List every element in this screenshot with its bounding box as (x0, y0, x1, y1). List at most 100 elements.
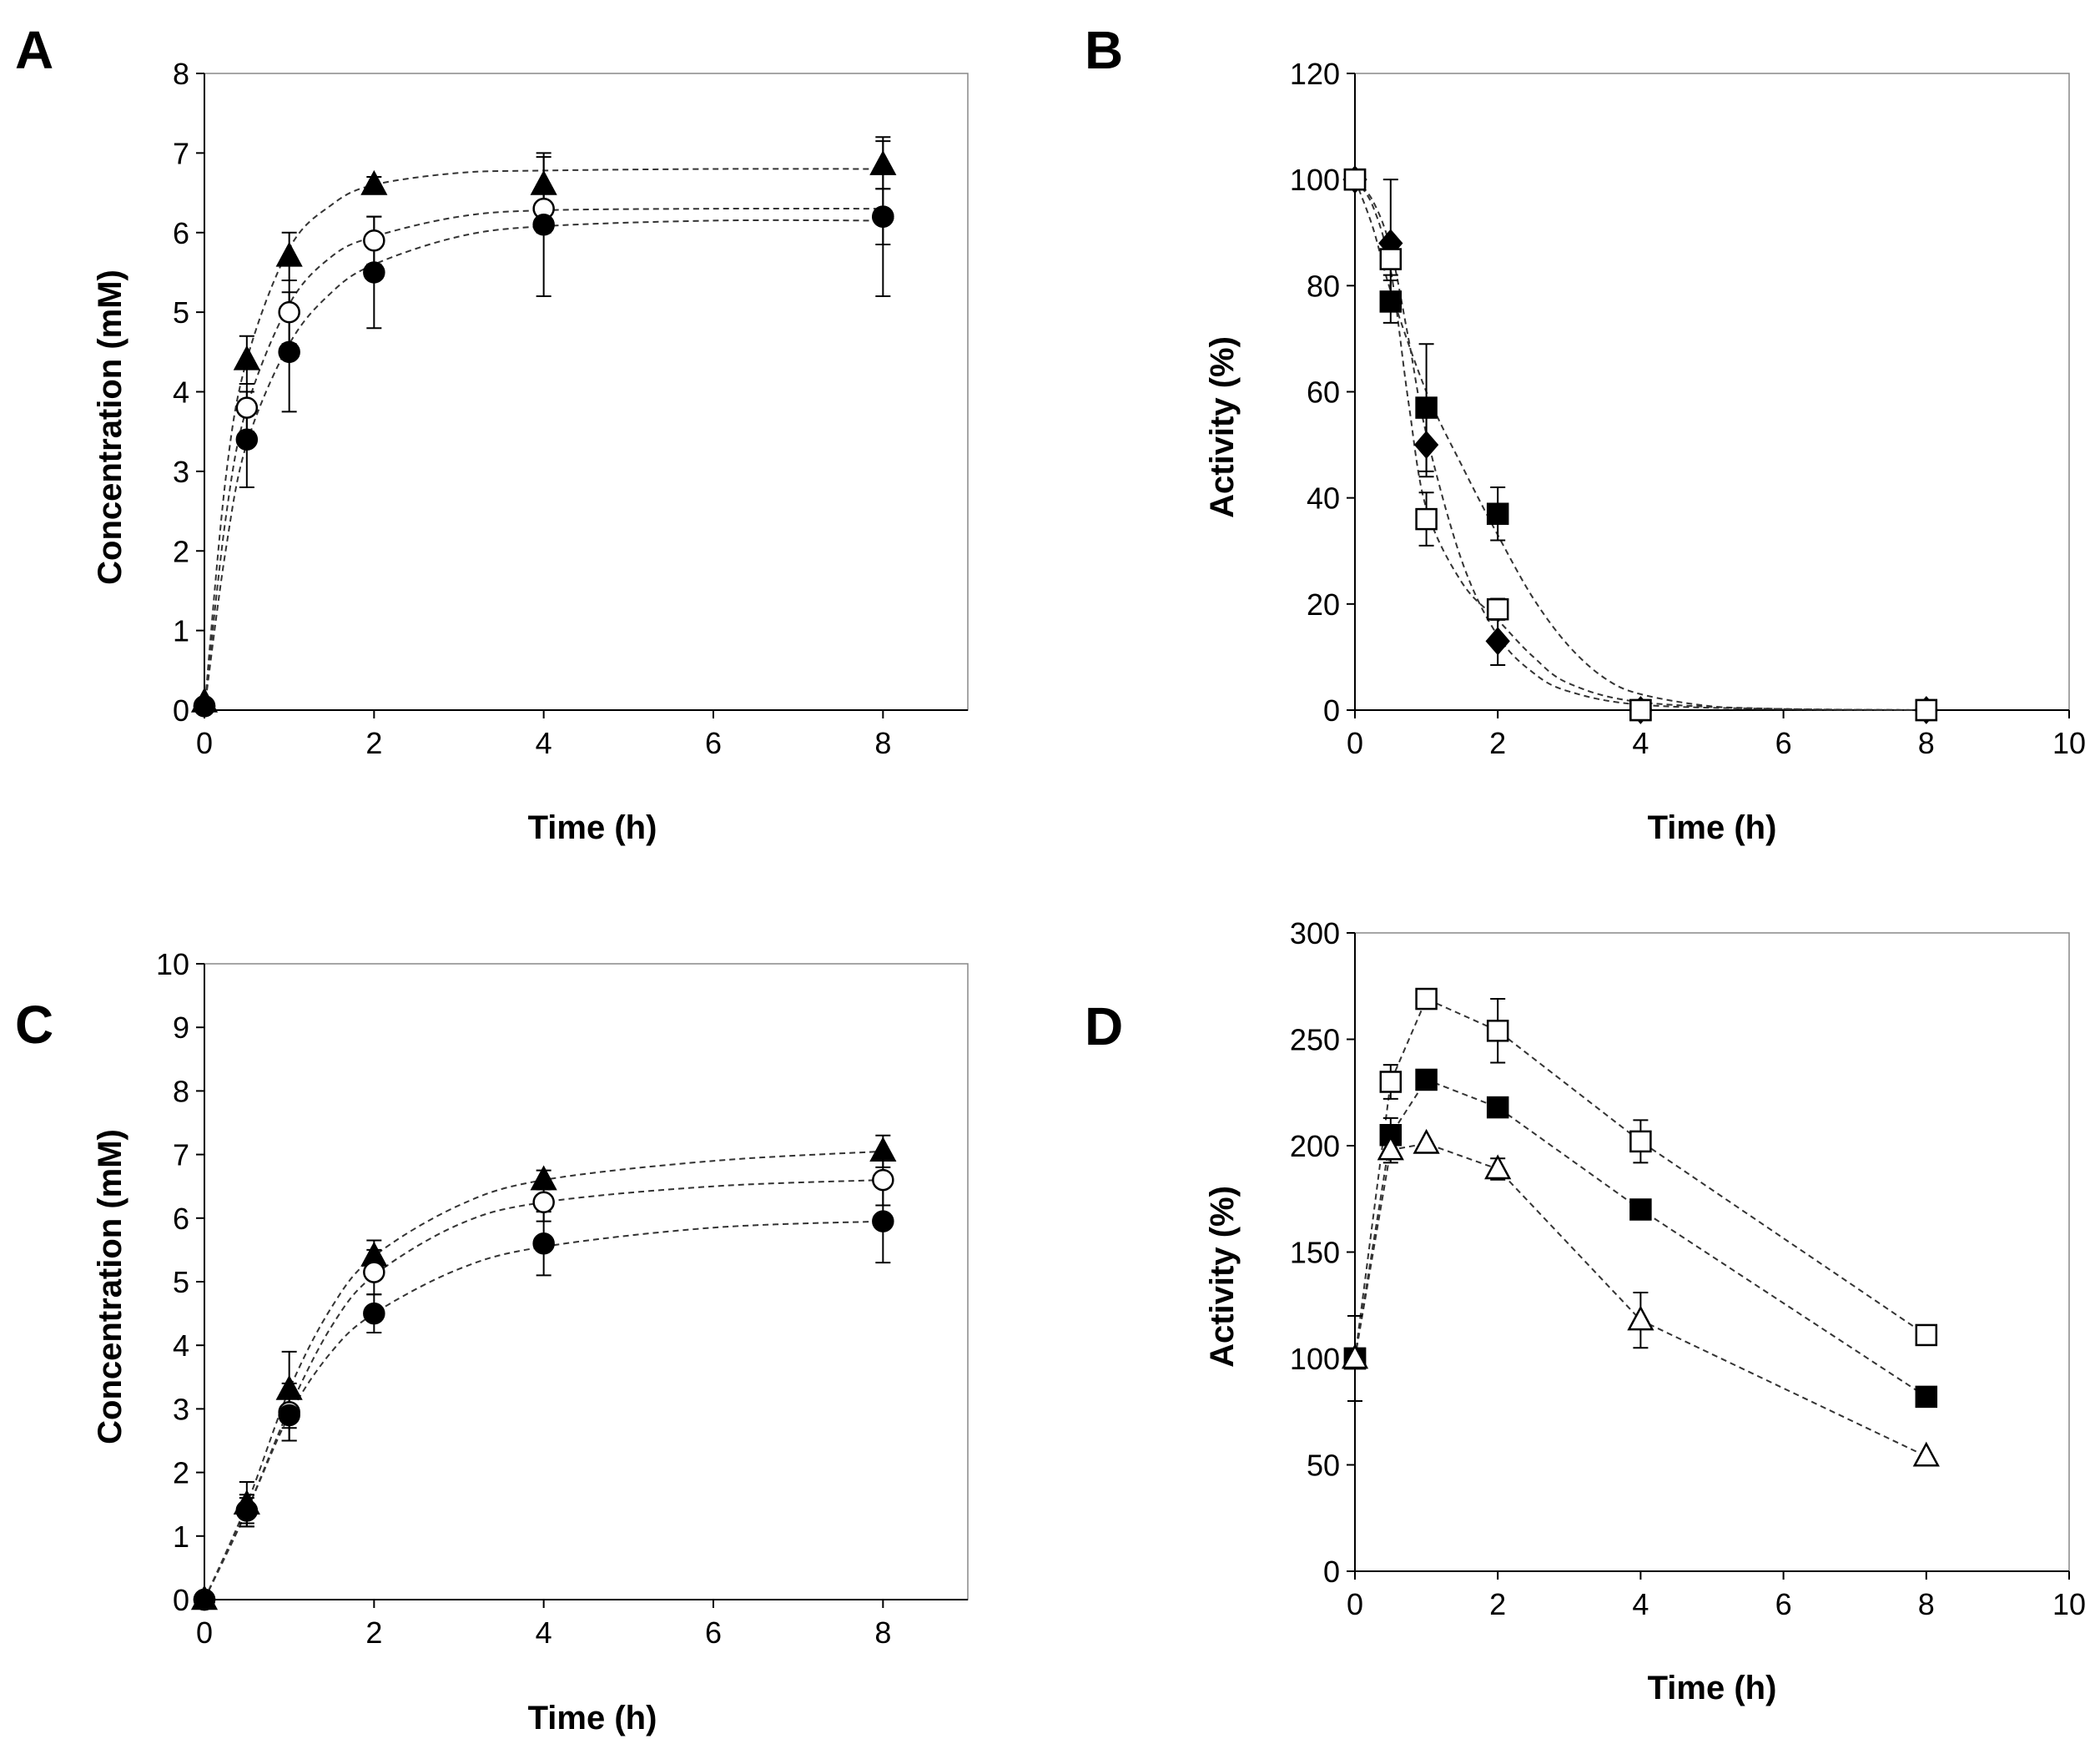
panel-c-filled-triangle-point (275, 1374, 303, 1400)
panel-a-filled-triangle-point (869, 150, 897, 175)
panel-d-y-axis-label: Activity (%) (1204, 1186, 1241, 1368)
panel-d-open-square-point (1915, 1323, 1938, 1347)
panel-c-filled-circle-point (235, 1499, 259, 1522)
panel-b-y-tick-label: 100 (1290, 163, 1340, 197)
panel-a-x-tick-label: 8 (874, 726, 891, 760)
panel-a-x-tick-label: 4 (536, 726, 552, 760)
panel-d-open-square-point (1379, 1071, 1403, 1093)
panel-b-x-tick-label: 4 (1632, 726, 1649, 760)
panel-d-filled-square-point (1486, 1096, 1509, 1119)
panel-c-y-tick-label: 0 (173, 1583, 189, 1617)
panel-c-x-axis-label: Time (h) (528, 1700, 657, 1736)
panel-a-letter: A (15, 20, 53, 80)
panel-a-y-tick-label: 6 (173, 216, 189, 250)
panel-b-y-tick-label: 80 (1307, 269, 1340, 303)
panel-c-filled-circle-point (872, 1210, 894, 1232)
panel-c-filled-triangle-point (530, 1165, 557, 1191)
panel-d-x-tick-label: 10 (2052, 1587, 2086, 1621)
panel-c-letter: C (15, 995, 53, 1055)
panel-d-y-tick-label: 50 (1307, 1449, 1340, 1483)
panel-a-filled-triangle-point (275, 241, 303, 267)
panel-d-open-triangle-point (1627, 1305, 1654, 1331)
panel-d-x-tick-label: 2 (1489, 1587, 1506, 1621)
panel-b-x-tick-label: 8 (1918, 726, 1935, 760)
panel-a-x-tick-label: 2 (365, 726, 382, 760)
panel-d-filled-square-point (1915, 1385, 1938, 1409)
panel-c-y-tick-label: 4 (173, 1328, 189, 1363)
panel-b-open-square-point (1629, 698, 1652, 722)
panel-b-filled-diamond-point (1413, 431, 1439, 459)
panel-c-x-tick-label: 6 (705, 1615, 722, 1650)
panel-a-y-tick-label: 4 (173, 375, 189, 410)
panel-c-filled-circle-point (193, 1588, 216, 1611)
panel-d-open-square-point (1415, 987, 1438, 1011)
panel-d-open-triangle-point (1912, 1441, 1940, 1467)
panel-c-y-tick-label: 6 (173, 1202, 189, 1236)
panel-d-y-tick-label: 100 (1290, 1342, 1340, 1376)
panel-d-filled-square-point (1415, 1068, 1438, 1091)
panel-a-y-tick-label: 5 (173, 295, 189, 330)
panel-c-filled-circle-point (532, 1232, 555, 1255)
panel-d-open-triangle-point (1377, 1135, 1404, 1161)
panel-b-x-tick-label: 0 (1347, 726, 1363, 760)
panel-d-x-tick-label: 8 (1918, 1587, 1935, 1621)
panel-c-filled-triangle-trend-line (204, 1150, 884, 1600)
panel-d-x-tick-label: 4 (1632, 1587, 1649, 1621)
panel-c-open-circle-point (363, 1261, 385, 1283)
panel-a-filled-circle-point (193, 694, 216, 718)
panel-a-y-tick-label: 1 (173, 614, 189, 648)
panel-d-y-tick-label: 0 (1323, 1555, 1340, 1589)
panel-b-open-square-point (1379, 248, 1403, 270)
panel-a-filled-circle-trend-line (204, 219, 884, 711)
panel-a-y-tick-label: 8 (173, 57, 189, 91)
panel-a-filled-triangle-point (360, 169, 388, 195)
panel-d-open-triangle-point (1484, 1154, 1512, 1180)
panel-d-x-tick-label: 0 (1347, 1587, 1363, 1621)
panel-b-y-tick-label: 120 (1290, 57, 1340, 91)
panel-a-x-tick-label: 6 (705, 726, 722, 760)
panel-d-open-triangle-trend-line (1354, 1142, 1927, 1458)
panel-b-x-tick-label: 10 (2052, 726, 2086, 760)
panel-c-y-tick-label: 2 (173, 1456, 189, 1490)
panel-b-filled-square-point (1415, 396, 1438, 419)
panel-a-y-tick-label: 0 (173, 693, 189, 728)
panel-a-x-tick-label: 0 (196, 726, 213, 760)
panel-b-x-axis-label: Time (h) (1648, 809, 1777, 846)
panel-c-x-tick-label: 8 (874, 1615, 891, 1650)
panel-c-y-tick-label: 5 (173, 1265, 189, 1299)
panel-c-y-tick-label: 10 (156, 947, 189, 981)
panel-a-open-circle-point (278, 300, 300, 324)
panel-b-y-tick-label: 60 (1307, 375, 1340, 410)
panel-b: B Time (h) Activity (%) 0 2 4 6 8 10020406080… (1085, 20, 2086, 846)
panel-c-y-tick-label: 7 (173, 1138, 189, 1172)
panel-a-filled-triangle-point (233, 345, 260, 370)
panel-c-open-circle-point (872, 1168, 894, 1192)
panel-a-y-tick-label: 3 (173, 455, 189, 489)
panel-d-y-tick-label: 200 (1290, 1129, 1340, 1163)
panel-d-y-tick-label: 300 (1290, 916, 1340, 950)
panel-a-filled-triangle-trend-line (204, 168, 884, 711)
panel-d-y-tick-label: 250 (1290, 1023, 1340, 1057)
panel-a-y-tick-label: 7 (173, 136, 189, 170)
panel-a-open-circle-trend-line (204, 207, 884, 711)
panel-a-y-tick-label: 2 (173, 534, 189, 568)
panel-a-y-axis-label: Concentration (mM) (92, 270, 128, 585)
panel-a-plot-area: 0 2 4 6 8 0 1 2 3 4 5 6 7 8 (173, 57, 969, 760)
panel-c-x-tick-label: 4 (536, 1615, 552, 1650)
panel-d-x-tick-label: 6 (1775, 1587, 1792, 1621)
panel-c-y-tick-label: 1 (173, 1520, 189, 1554)
panel-b-y-tick-label: 20 (1307, 587, 1340, 622)
panel-b-y-tick-label: 40 (1307, 481, 1340, 516)
panel-c-x-tick-label: 2 (365, 1615, 382, 1650)
panel-c: C Time (h) Concentration (mM) 0 2 4 6 8 0 1 2 3 4… (15, 947, 969, 1736)
panel-a-filled-circle-point (278, 340, 300, 364)
panel-d-open-triangle-point (1341, 1343, 1369, 1369)
panel-b-x-tick-label: 6 (1775, 726, 1792, 760)
panel-c-open-circle-point (532, 1191, 555, 1213)
panel-a-filled-triangle-point (530, 169, 557, 195)
panel-b-open-square-point (1415, 507, 1438, 531)
panel-d-filled-square-trend-line (1354, 1078, 1927, 1398)
